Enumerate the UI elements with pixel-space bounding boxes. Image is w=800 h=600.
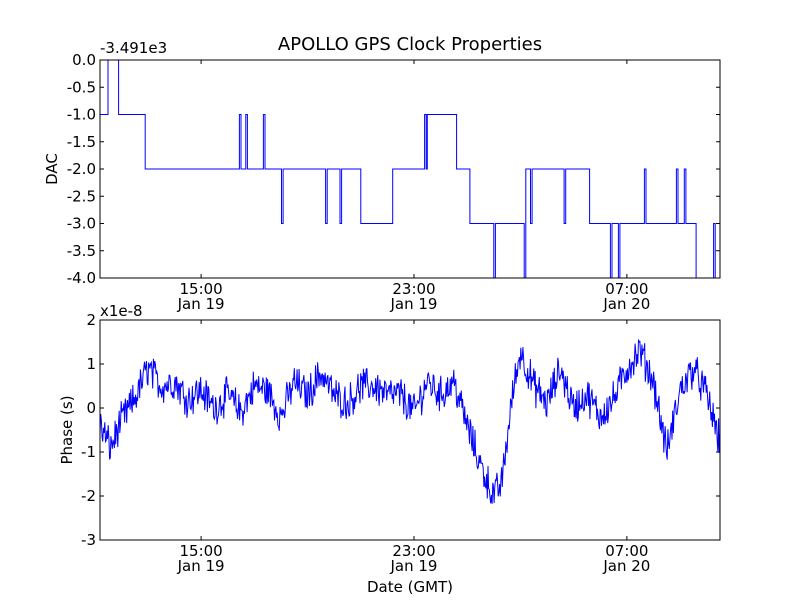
dac-series-line (100, 60, 720, 278)
phase-y-tick-label: 2 (86, 311, 96, 329)
dac-y-tick-label: -2.5 (67, 187, 96, 205)
dac-y-tick-label: -1.0 (67, 106, 96, 124)
dac-offset-label: -3.491e3 (100, 39, 167, 57)
chart-title: APOLLO GPS Clock Properties (278, 34, 542, 55)
dac-x-tick-date: Jan 19 (177, 295, 225, 313)
phase-series-line (100, 339, 720, 504)
phase-offset-label: x1e-8 (100, 302, 143, 320)
dac-y-tick-label: -0.5 (67, 78, 96, 96)
phase-y-tick-label: 0 (86, 399, 96, 417)
dac-panel: -3.491e3 DAC 0.0 -0.5 -1.0 -1.5 -2.0 -2.5 -3.0… (43, 39, 721, 313)
dac-y-tick-label: 0.0 (72, 51, 96, 69)
dac-y-ticks: 0.0 -0.5 -1.0 -1.5 -2.0 -2.5 -3.0 -3.5 -4.0 (67, 51, 720, 287)
dac-plot-frame (99, 59, 721, 279)
dac-y-tick-label: -2.0 (67, 160, 96, 178)
dac-y-tick-label: -3.0 (67, 215, 96, 233)
dac-y-tick-label: -3.5 (67, 242, 96, 260)
phase-axis-label: Phase (s) (58, 395, 76, 464)
phase-x-tick-date: Jan 19 (389, 557, 437, 575)
phase-x-tick-date: Jan 19 (177, 557, 225, 575)
phase-y-tick-label: -3 (81, 531, 96, 549)
phase-y-ticks: 2 1 0 -1 -2 -3 (81, 311, 720, 549)
dac-x-tick-date: Jan 19 (389, 295, 437, 313)
dac-x-tick-time: 23:00 (392, 280, 435, 298)
phase-x-tick-time: 07:00 (605, 542, 648, 560)
phase-x-tick-date: Jan 20 (602, 557, 650, 575)
dac-y-tick-label: -1.5 (67, 133, 96, 151)
phase-x-axis-label: Date (GMT) (367, 578, 453, 596)
dac-x-tick-time: 15:00 (179, 280, 222, 298)
phase-plot-frame (99, 319, 721, 541)
phase-y-tick-label: 1 (86, 355, 96, 373)
dac-axis-label: DAC (43, 153, 61, 185)
phase-panel: x1e-8 Phase (s) Date (GMT) 2 1 0 -1 -2 -3 15:… (58, 302, 721, 596)
dac-x-tick-time: 07:00 (605, 280, 648, 298)
dac-x-tick-date: Jan 20 (602, 295, 650, 313)
phase-x-tick-time: 23:00 (392, 542, 435, 560)
phase-x-tick-time: 15:00 (179, 542, 222, 560)
phase-y-tick-label: -2 (81, 487, 96, 505)
phase-y-tick-label: -1 (81, 443, 96, 461)
dac-y-tick-label: -4.0 (67, 269, 96, 287)
